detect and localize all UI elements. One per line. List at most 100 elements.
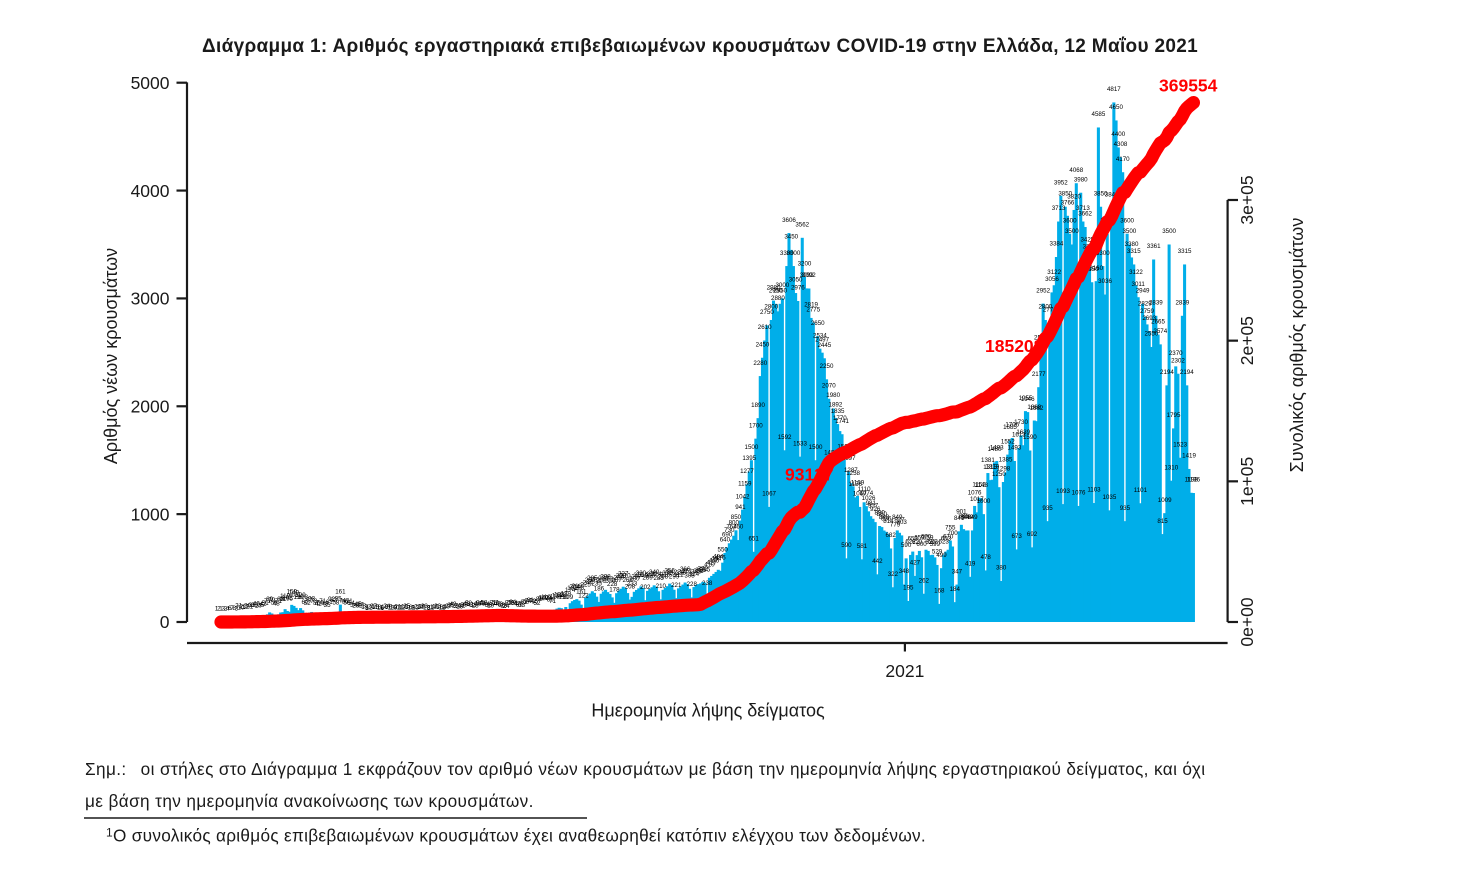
svg-text:1101: 1101 — [1134, 487, 1148, 494]
svg-text:39: 39 — [516, 601, 523, 608]
svg-text:30: 30 — [244, 602, 251, 609]
svg-text:1009: 1009 — [1158, 497, 1172, 504]
svg-text:29: 29 — [452, 603, 459, 610]
svg-text:12: 12 — [366, 604, 373, 611]
svg-text:1277: 1277 — [740, 468, 754, 475]
svg-text:499: 499 — [936, 552, 947, 559]
svg-text:2950: 2950 — [773, 288, 787, 295]
svg-text:25: 25 — [403, 603, 410, 610]
svg-text:1700: 1700 — [749, 422, 763, 429]
svg-text:2: 2 — [217, 605, 221, 612]
svg-text:73: 73 — [310, 598, 317, 605]
svg-text:670: 670 — [943, 533, 954, 540]
svg-text:51: 51 — [512, 600, 519, 607]
svg-text:1500: 1500 — [745, 444, 759, 451]
svg-text:33: 33 — [518, 602, 525, 609]
svg-text:1067: 1067 — [853, 491, 867, 498]
svg-text:1196: 1196 — [1187, 477, 1201, 484]
svg-text:730: 730 — [724, 527, 735, 534]
svg-text:1000: 1000 — [977, 498, 991, 505]
svg-text:71: 71 — [264, 598, 271, 605]
svg-text:3092: 3092 — [802, 272, 816, 279]
svg-text:2610: 2610 — [758, 324, 772, 331]
svg-text:1770: 1770 — [833, 415, 847, 422]
svg-text:347: 347 — [952, 568, 963, 575]
svg-text:1892: 1892 — [829, 402, 843, 409]
svg-text:640: 640 — [720, 537, 731, 544]
svg-text:1613: 1613 — [1012, 432, 1026, 439]
svg-text:836: 836 — [881, 516, 892, 523]
svg-text:1103: 1103 — [1087, 487, 1101, 494]
svg-text:3980: 3980 — [1074, 176, 1088, 183]
svg-text:228: 228 — [607, 581, 618, 588]
svg-text:57: 57 — [492, 600, 499, 607]
svg-text:19: 19 — [456, 604, 463, 611]
svg-text:550: 550 — [718, 546, 729, 553]
svg-text:108: 108 — [298, 594, 309, 601]
svg-text:581: 581 — [857, 543, 868, 550]
svg-text:1980: 1980 — [826, 392, 840, 399]
svg-text:28: 28 — [359, 603, 366, 610]
svg-text:600: 600 — [916, 541, 927, 548]
svg-text:66: 66 — [341, 599, 348, 606]
svg-text:10: 10 — [237, 605, 244, 612]
svg-text:277: 277 — [603, 576, 614, 583]
svg-text:233: 233 — [627, 581, 638, 588]
svg-text:2370: 2370 — [1169, 350, 1183, 357]
svg-text:308: 308 — [616, 572, 627, 579]
svg-text:38: 38 — [461, 602, 468, 609]
svg-text:Σημ.: οι στήλες στο Διάγραμμα: Σημ.: οι στήλες στο Διάγραμμα 1 εκφράζου… — [85, 759, 1206, 779]
svg-text:1042: 1042 — [736, 493, 750, 500]
svg-text:280: 280 — [629, 576, 640, 583]
svg-text:46: 46 — [474, 601, 481, 608]
svg-text:3093: 3093 — [800, 272, 814, 279]
svg-text:2976: 2976 — [791, 285, 805, 292]
svg-text:464: 464 — [711, 556, 722, 563]
svg-text:54: 54 — [476, 600, 483, 607]
svg-text:235: 235 — [592, 580, 603, 587]
svg-text:599: 599 — [930, 541, 941, 548]
svg-text:45: 45 — [355, 601, 362, 608]
svg-text:3000: 3000 — [131, 289, 170, 309]
svg-text:61: 61 — [520, 599, 527, 606]
svg-text:35: 35 — [447, 602, 454, 609]
svg-text:57: 57 — [313, 600, 320, 607]
svg-text:268: 268 — [622, 577, 633, 584]
svg-text:1592: 1592 — [778, 434, 792, 441]
svg-text:1533: 1533 — [793, 440, 807, 447]
svg-text:Συνολικός αριθμός κρουσμάτων: Συνολικός αριθμός κρουσμάτων — [1287, 218, 1307, 473]
svg-text:312: 312 — [634, 572, 645, 579]
svg-text:2949: 2949 — [1136, 288, 1150, 295]
svg-text:29: 29 — [500, 603, 507, 610]
svg-text:21: 21 — [368, 603, 375, 610]
svg-text:484: 484 — [713, 554, 724, 561]
svg-text:755: 755 — [945, 524, 956, 531]
svg-text:446: 446 — [709, 558, 720, 565]
svg-text:35: 35 — [324, 602, 331, 609]
svg-text:380: 380 — [996, 565, 1007, 572]
svg-text:1: 1 — [219, 606, 223, 613]
svg-text:315: 315 — [660, 572, 671, 579]
svg-text:119: 119 — [280, 593, 290, 600]
svg-text:2665: 2665 — [1151, 318, 1165, 325]
svg-text:1493: 1493 — [990, 445, 1004, 452]
svg-text:110: 110 — [541, 594, 551, 601]
svg-text:2070: 2070 — [822, 382, 836, 389]
svg-text:3713: 3713 — [1052, 205, 1066, 212]
svg-text:46: 46 — [253, 601, 260, 608]
svg-text:1250: 1250 — [992, 471, 1006, 478]
svg-text:21: 21 — [246, 603, 253, 610]
svg-text:51: 51 — [262, 600, 269, 607]
svg-text:29: 29 — [487, 603, 494, 610]
svg-text:3840: 3840 — [1105, 192, 1119, 199]
svg-text:3011: 3011 — [1132, 281, 1146, 288]
svg-text:8: 8 — [233, 605, 237, 612]
svg-text:83: 83 — [330, 597, 337, 604]
svg-text:442: 442 — [872, 558, 883, 565]
svg-text:478: 478 — [981, 554, 992, 561]
svg-text:690: 690 — [722, 531, 733, 538]
svg-text:2800: 2800 — [764, 304, 778, 311]
svg-text:2450: 2450 — [756, 341, 770, 348]
svg-text:2445: 2445 — [817, 342, 831, 349]
svg-text:803: 803 — [897, 519, 908, 526]
